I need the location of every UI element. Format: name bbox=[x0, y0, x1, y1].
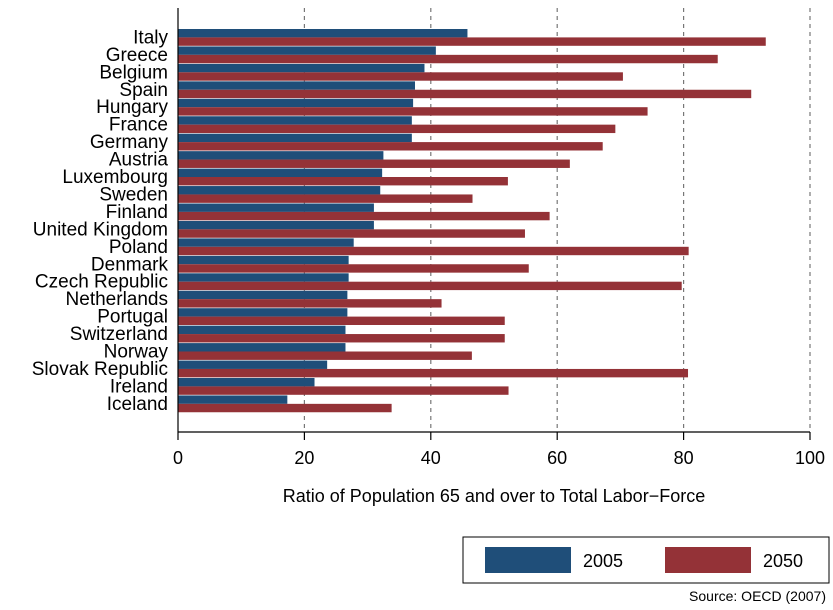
bar-slovak-republic-2050 bbox=[178, 368, 689, 378]
bar-norway-2050 bbox=[178, 351, 472, 360]
category-label: Germany bbox=[90, 132, 169, 153]
category-label: United Kingdom bbox=[33, 219, 168, 240]
category-label: Finland bbox=[106, 202, 168, 223]
bar-switzerland-2005 bbox=[178, 325, 346, 335]
category-label: Slovak Republic bbox=[32, 359, 168, 380]
category-label: Italy bbox=[133, 27, 168, 48]
bar-hungary-2050 bbox=[178, 107, 648, 116]
bar-switzerland-2050 bbox=[178, 334, 505, 343]
x-tick-label-60: 60 bbox=[547, 448, 567, 468]
bar-hungary-2005 bbox=[178, 98, 414, 108]
bar-france-2005 bbox=[178, 116, 412, 125]
bar-italy-2050 bbox=[178, 37, 766, 46]
category-label: Poland bbox=[109, 237, 168, 258]
bar-luxembourg-2050 bbox=[178, 177, 508, 186]
category-label: Netherlands bbox=[66, 289, 168, 310]
category-label: Spain bbox=[119, 80, 168, 101]
category-label: France bbox=[109, 115, 168, 136]
x-axis-label: Ratio of Population 65 and over to Total… bbox=[283, 486, 705, 506]
x-tick-label-100: 100 bbox=[795, 448, 825, 468]
bar-denmark-2050 bbox=[178, 264, 529, 273]
bar-portugal-2050 bbox=[178, 316, 505, 325]
bar-spain-2050 bbox=[178, 89, 752, 99]
legend: 2005 2050 bbox=[462, 536, 830, 584]
bar-ireland-2005 bbox=[178, 378, 315, 387]
category-label: Sweden bbox=[99, 184, 168, 205]
bar-united-kingdom-2005 bbox=[178, 220, 374, 230]
bars-group bbox=[178, 29, 766, 413]
bar-greece-2005 bbox=[178, 46, 436, 55]
bar-portugal-2005 bbox=[178, 308, 348, 317]
bar-belgium-2050 bbox=[178, 72, 623, 81]
bar-belgium-2005 bbox=[178, 63, 425, 73]
category-label: Czech Republic bbox=[35, 272, 168, 293]
source-note: Source: OECD (2007) bbox=[689, 588, 826, 604]
bar-norway-2005 bbox=[178, 343, 346, 352]
bar-france-2050 bbox=[178, 124, 616, 134]
x-tick-label-80: 80 bbox=[674, 448, 694, 468]
legend-swatch-2050 bbox=[665, 547, 751, 573]
bar-netherlands-2050 bbox=[178, 299, 442, 308]
bar-united-kingdom-2050 bbox=[178, 229, 525, 238]
x-tick-label-0: 0 bbox=[173, 448, 183, 468]
legend-swatch-2005 bbox=[485, 547, 571, 573]
bar-iceland-2005 bbox=[178, 395, 288, 404]
category-label: Iceland bbox=[107, 394, 168, 415]
category-label: Denmark bbox=[91, 254, 169, 275]
category-label: Ireland bbox=[110, 376, 168, 397]
category-label: Belgium bbox=[99, 62, 168, 83]
category-label: Greece bbox=[106, 45, 168, 66]
bar-ireland-2050 bbox=[178, 386, 509, 395]
bar-slovak-republic-2005 bbox=[178, 360, 328, 369]
category-label: Portugal bbox=[97, 307, 168, 328]
x-tick-label-40: 40 bbox=[421, 448, 441, 468]
bar-austria-2005 bbox=[178, 151, 384, 160]
bar-czech-republic-2005 bbox=[178, 273, 349, 282]
bar-greece-2050 bbox=[178, 54, 718, 64]
bar-italy-2005 bbox=[178, 29, 468, 38]
category-label: Luxembourg bbox=[62, 167, 168, 188]
bar-spain-2005 bbox=[178, 81, 415, 90]
category-label: Austria bbox=[109, 150, 169, 171]
legend-label-2005: 2005 bbox=[583, 551, 623, 571]
bar-iceland-2050 bbox=[178, 403, 392, 413]
category-label: Norway bbox=[104, 342, 169, 363]
x-ticks: 0 20 40 60 80 100 bbox=[173, 432, 825, 468]
bar-germany-2005 bbox=[178, 133, 412, 143]
bar-finland-2005 bbox=[178, 203, 374, 212]
bar-netherlands-2005 bbox=[178, 290, 348, 300]
bar-poland-2005 bbox=[178, 238, 354, 247]
bar-austria-2050 bbox=[178, 159, 570, 168]
category-label: Switzerland bbox=[70, 324, 168, 345]
category-label: Hungary bbox=[96, 97, 168, 118]
legend-label-2050: 2050 bbox=[763, 551, 803, 571]
country-labels: ItalyGreeceBelgiumSpainHungaryFranceGerm… bbox=[32, 27, 169, 414]
bar-czech-republic-2050 bbox=[178, 281, 682, 291]
bar-poland-2050 bbox=[178, 246, 689, 256]
bar-sweden-2005 bbox=[178, 186, 381, 195]
bar-denmark-2005 bbox=[178, 255, 349, 265]
bar-germany-2050 bbox=[178, 142, 603, 151]
x-tick-label-20: 20 bbox=[294, 448, 314, 468]
bar-finland-2050 bbox=[178, 211, 550, 221]
bar-sweden-2050 bbox=[178, 194, 473, 203]
bar-luxembourg-2005 bbox=[178, 168, 383, 177]
